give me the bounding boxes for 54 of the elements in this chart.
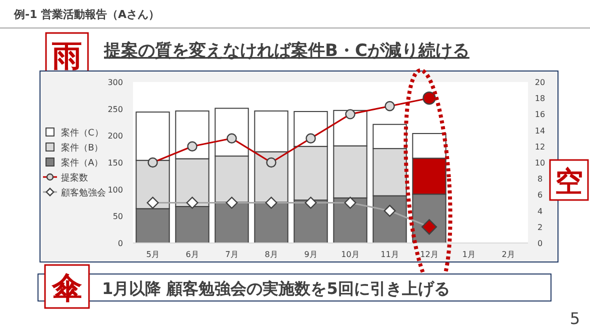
legend-label: 案件（B） bbox=[61, 142, 104, 154]
x-tick-label: 11月 bbox=[380, 250, 399, 259]
y2-tick-label: 6 bbox=[537, 190, 543, 200]
y2-tick-label: 14 bbox=[534, 126, 546, 136]
x-tick-label: 1月 bbox=[462, 250, 476, 259]
y2-tick-label: 20 bbox=[534, 78, 546, 87]
legend-label: 顧客勉強会 bbox=[61, 188, 106, 198]
point bbox=[304, 196, 317, 209]
point bbox=[226, 133, 237, 144]
x-tick-label: 12月 bbox=[420, 250, 438, 259]
text: 空 bbox=[555, 165, 583, 198]
y2-tick-label: 2 bbox=[537, 222, 543, 232]
x-tick-label: 10月 bbox=[341, 250, 360, 259]
text: 提案の質を変えなければ案件B・Cが減り続ける bbox=[103, 40, 470, 61]
point bbox=[148, 157, 158, 168]
y-tick-label: 300 bbox=[108, 78, 123, 87]
text: 雨 bbox=[51, 39, 82, 74]
point bbox=[187, 141, 198, 152]
point bbox=[384, 204, 396, 217]
x-tick-label: 8月 bbox=[264, 250, 278, 259]
text: 傘 bbox=[51, 271, 82, 306]
y2-tick-label: 10 bbox=[534, 158, 546, 168]
y2-tick-label: 0 bbox=[537, 239, 543, 248]
x-tick-label: 5月 bbox=[146, 250, 160, 259]
point bbox=[265, 196, 278, 209]
text: 1月以降 顧客勉強会の実施数を5回に引き上げる bbox=[102, 279, 450, 298]
point bbox=[186, 196, 198, 209]
y-tick-label: 200 bbox=[108, 132, 123, 141]
text: 5 bbox=[570, 309, 580, 328]
x-tick-label: 9月 bbox=[304, 250, 318, 259]
x-tick-label: 7月 bbox=[225, 250, 238, 259]
legend-label: 案件（A） bbox=[61, 158, 104, 168]
point bbox=[306, 133, 316, 144]
y-tick-label: 0 bbox=[118, 239, 123, 248]
point bbox=[344, 196, 356, 209]
legend-label: 案件（C） bbox=[61, 128, 104, 138]
y2-tick-label: 18 bbox=[534, 94, 546, 104]
point bbox=[146, 196, 159, 209]
y2-tick-label: 4 bbox=[537, 206, 543, 216]
y-tick-label: 50 bbox=[112, 212, 123, 222]
y2-tick-label: 12 bbox=[534, 142, 546, 152]
y2-tick-label: 16 bbox=[534, 110, 546, 120]
chart-title: 例-1 営業活動報告（Aさん） bbox=[13, 8, 160, 21]
point bbox=[266, 157, 276, 168]
x-tick-label: 2月 bbox=[502, 250, 515, 259]
point bbox=[384, 101, 395, 112]
y2-tick-label: 8 bbox=[537, 174, 543, 184]
y-tick-label: 150 bbox=[108, 158, 123, 168]
legend-label: 提案数 bbox=[61, 172, 88, 184]
y-tick-label: 250 bbox=[108, 104, 123, 114]
x-tick-label: 6月 bbox=[186, 250, 199, 259]
point bbox=[345, 109, 356, 120]
point bbox=[226, 196, 238, 209]
y-tick-label: 100 bbox=[108, 185, 123, 194]
